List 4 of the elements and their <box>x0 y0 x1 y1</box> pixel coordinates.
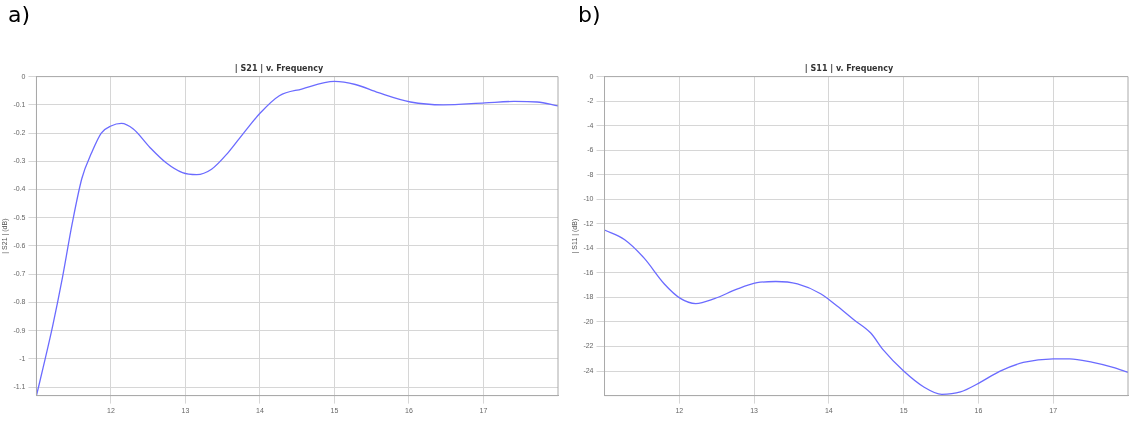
text: b) <box>578 2 601 27</box>
chart-title: | S21 | v. Frequency <box>234 63 324 73</box>
chart-title: | S11 | v. Frequency <box>804 63 894 73</box>
text: a) <box>8 2 31 27</box>
